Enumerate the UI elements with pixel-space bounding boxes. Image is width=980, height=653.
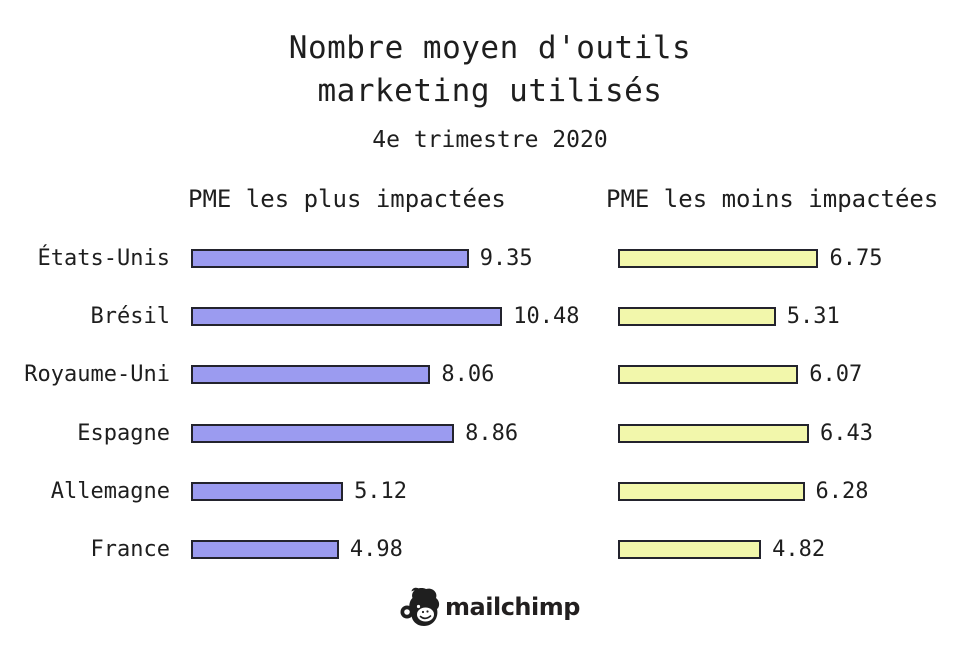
bar-least-impacted — [618, 481, 805, 501]
bar-least-impacted — [618, 540, 762, 560]
mailchimp-logo: mailchimp — [0, 586, 980, 628]
column-header-most-impacted: PME les plus impactées — [188, 185, 506, 213]
value-most-impacted: 5.12 — [354, 478, 408, 504]
bar-cell-least-impacted: 6.07 — [618, 362, 980, 387]
chart-title: Nombre moyen d'outils marketing utilisés — [0, 27, 980, 113]
bar-cell-least-impacted: 6.28 — [618, 479, 980, 504]
bar-most-impacted — [191, 306, 503, 326]
mailchimp-freddie-icon — [400, 587, 440, 626]
bar-cell-most-impacted: 8.86 — [191, 421, 618, 446]
value-least-impacted: 6.28 — [815, 478, 869, 504]
bar-cell-most-impacted: 4.98 — [191, 537, 618, 562]
value-most-impacted: 10.48 — [513, 303, 580, 329]
value-least-impacted: 6.43 — [819, 420, 873, 446]
chart-row: France 4.98 4.82 — [0, 520, 980, 578]
column-header-least-impacted: PME les moins impactées — [606, 185, 939, 213]
country-label: Brésil — [90, 303, 170, 329]
bar-least-impacted — [618, 306, 776, 326]
bar-cell-most-impacted: 10.48 — [191, 304, 618, 329]
chart-title-line1: Nombre moyen d'outils — [288, 30, 692, 66]
value-least-impacted: 6.75 — [829, 245, 883, 271]
value-most-impacted: 4.98 — [349, 537, 403, 563]
chart-subtitle: 4e trimestre 2020 — [372, 127, 608, 153]
bar-least-impacted — [618, 365, 799, 385]
chart-row: Espagne 8.86 6.43 — [0, 404, 980, 462]
bar-cell-least-impacted: 6.75 — [618, 246, 980, 271]
bar-cell-least-impacted: 4.82 — [618, 537, 980, 562]
bar-most-impacted — [191, 423, 455, 443]
country-label: France — [90, 537, 170, 563]
country-label: Royaume-Uni — [24, 362, 170, 388]
chart-row: Royaume-Uni 8.06 6.07 — [0, 346, 980, 404]
chart-row: Brésil 10.48 5.31 — [0, 287, 980, 345]
chart-title-line2: marketing utilisés — [317, 73, 663, 109]
value-least-impacted: 6.07 — [809, 362, 863, 388]
chart-row: États-Unis 9.35 6.75 — [0, 229, 980, 287]
value-least-impacted: 4.82 — [772, 537, 826, 563]
value-most-impacted: 8.86 — [465, 420, 519, 446]
bar-cell-most-impacted: 5.12 — [191, 479, 618, 504]
bar-most-impacted — [191, 365, 431, 385]
value-least-impacted: 5.31 — [786, 303, 840, 329]
bar-cell-most-impacted: 9.35 — [191, 246, 618, 271]
bar-most-impacted — [191, 248, 469, 268]
country-label: Espagne — [77, 420, 170, 446]
bar-cell-least-impacted: 5.31 — [618, 304, 980, 329]
bar-most-impacted — [191, 540, 339, 560]
mailchimp-wordmark: mailchimp — [445, 593, 580, 621]
chart-rows: États-Unis 9.35 6.75 Brésil 10.48 5.31 — [0, 229, 980, 579]
bar-cell-least-impacted: 6.43 — [618, 421, 980, 446]
chart-row: Allemagne 5.12 6.28 — [0, 462, 980, 520]
value-most-impacted: 9.35 — [479, 245, 533, 271]
bar-least-impacted — [618, 423, 809, 443]
value-most-impacted: 8.06 — [441, 362, 495, 388]
country-label: Allemagne — [50, 478, 170, 504]
bar-cell-most-impacted: 8.06 — [191, 362, 618, 387]
bar-least-impacted — [618, 248, 819, 268]
country-label: États-Unis — [37, 245, 170, 271]
bar-most-impacted — [191, 481, 344, 501]
